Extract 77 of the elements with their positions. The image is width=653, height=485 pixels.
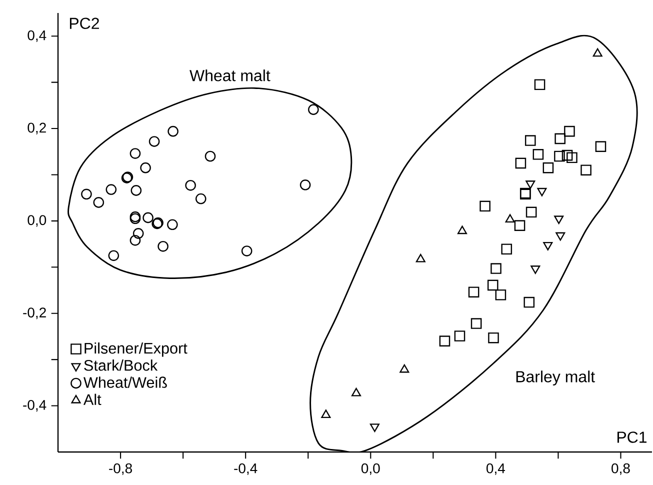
x-tick-label: 0,4 [486, 463, 505, 475]
point [93, 197, 104, 208]
legend-label: Wheat/Weiß [84, 376, 167, 388]
point [526, 180, 536, 189]
point [495, 289, 506, 300]
point [106, 184, 117, 195]
point [439, 336, 450, 346]
point [501, 244, 512, 255]
x-tick-label: -0,8 [109, 463, 132, 475]
point [592, 48, 602, 57]
point [532, 149, 544, 160]
y-tick-label: 0,2 [28, 122, 46, 134]
legend-label: Stark/Bock [84, 360, 158, 371]
point [130, 185, 142, 196]
point [308, 104, 319, 115]
point [140, 162, 151, 174]
point [108, 250, 120, 261]
point [470, 318, 482, 329]
point [204, 150, 216, 162]
x-tick-label: 0,0 [361, 463, 380, 475]
point [168, 126, 178, 137]
point [142, 212, 154, 224]
point [542, 162, 554, 174]
point [148, 136, 160, 147]
y-tick-label: 0,4 [28, 30, 46, 42]
point [468, 286, 480, 298]
point [537, 188, 547, 196]
point [490, 263, 502, 274]
point [554, 150, 565, 162]
point [554, 216, 564, 224]
point [185, 180, 196, 191]
x-tick-label: 0,8 [612, 463, 630, 475]
x-tick-label: -0,4 [234, 463, 258, 475]
legend-label: Alt [83, 394, 102, 406]
point [195, 193, 206, 204]
point [81, 188, 92, 200]
annotation: Wheat malt [190, 70, 270, 82]
x-axis-title: PC1 [617, 432, 646, 443]
point [488, 332, 499, 344]
point [556, 232, 566, 241]
point [534, 79, 546, 90]
y-tick-label: -0,2 [23, 308, 46, 320]
point [562, 150, 573, 161]
point [300, 180, 311, 190]
y-tick-label: -0,4 [23, 400, 46, 412]
point [370, 424, 380, 432]
annotation: Barley malt [516, 370, 595, 386]
point [130, 148, 141, 159]
point [515, 158, 526, 169]
point [351, 388, 362, 396]
point [524, 135, 536, 146]
point [554, 133, 566, 144]
point [530, 266, 540, 274]
point [132, 228, 144, 239]
point [564, 126, 575, 137]
point [514, 220, 526, 231]
y-axis-title: PC2 [70, 18, 99, 30]
y-tick-label: 0,0 [28, 215, 46, 227]
point [580, 164, 592, 176]
point [480, 200, 490, 212]
point [167, 219, 178, 230]
point [130, 234, 141, 246]
legend-label: Pilsener/Export [84, 342, 188, 357]
point [524, 296, 535, 308]
point [543, 242, 553, 250]
point [321, 410, 331, 418]
point [416, 254, 426, 262]
point [241, 246, 252, 256]
point [505, 214, 515, 223]
point [526, 206, 537, 218]
point [400, 364, 410, 373]
point [487, 280, 498, 291]
point [457, 226, 467, 234]
point [595, 141, 606, 152]
point [566, 152, 578, 164]
point [158, 240, 168, 252]
point [454, 330, 466, 342]
